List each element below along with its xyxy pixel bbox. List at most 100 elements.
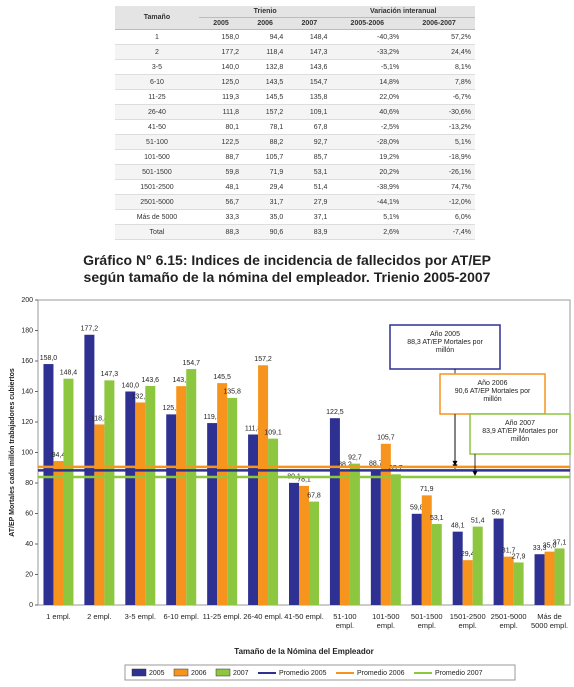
caption-line: según tamaño de la nómina del empleador.… (83, 269, 491, 285)
table-cell: 24,4% (403, 44, 475, 60)
bar (534, 554, 545, 605)
table-cell: 157,2 (243, 104, 288, 120)
bar (94, 424, 105, 605)
table-cell: 135,8 (287, 89, 332, 105)
bar (289, 482, 299, 605)
header-row: Tamaño Trienio Variación interanual (115, 6, 475, 30)
table-cell: 154,7 (287, 74, 332, 90)
bar (309, 501, 319, 605)
value-label: 53,1 (430, 515, 444, 522)
table-cell: 80,1 (198, 119, 244, 135)
x-tick-label: 11-25 empl. (202, 612, 242, 621)
table-cell: -28,0% (331, 134, 404, 150)
value-label: 118,4 (91, 415, 108, 422)
x-tick-label: 2501-5000 empl. (490, 612, 527, 630)
y-tick-label: 180 (21, 327, 33, 334)
table-cell: 26-40 (115, 104, 199, 120)
bar (207, 423, 218, 605)
y-tick-label: 40 (25, 541, 33, 548)
bar (411, 513, 422, 605)
annotation-body: 90,6 AT/EP Mortales por millón (455, 388, 531, 403)
value-label: 48,1 (451, 522, 465, 529)
table-cell: 51,4 (287, 179, 332, 195)
value-label: 59,8 (410, 505, 424, 512)
y-tick-label: 0 (29, 602, 33, 609)
value-label: 67,8 (307, 492, 321, 499)
legend-label: 2006 (191, 670, 207, 677)
bar (472, 526, 483, 605)
header-cell: 2006-2007 (403, 17, 475, 30)
legend-label: Promedio 2005 (279, 670, 327, 677)
value-label: 125,0 (162, 405, 180, 412)
table-cell: 67,8 (287, 119, 332, 135)
bar (176, 386, 187, 605)
table-cell: 111,8 (198, 104, 244, 120)
bar (186, 369, 197, 605)
header-row: 2005 2006 2007 2005-2006 2006-2007 (115, 17, 475, 30)
table-cell: 3-5 (115, 59, 199, 75)
table-row: 51-100 122,5 88,2 92,7 -28,0% 5,1% (115, 134, 475, 150)
table-cell: 2,6% (331, 224, 404, 240)
x-tick-label: 501-1500 empl. (410, 612, 443, 630)
bar (554, 548, 565, 605)
value-label: 71,9 (420, 486, 434, 493)
bar (145, 386, 156, 605)
table-row: 1501-2500 48,1 29,4 51,4 -38,9% 74,7% (115, 179, 475, 195)
table-cell: 59,8 (198, 164, 244, 180)
legend-label: Promedio 2006 (357, 670, 405, 677)
table-cell: -7,4% (403, 224, 475, 240)
table-row: 2 177,2 118,4 147,3 -33,2% 24,4% (115, 44, 475, 60)
table-cell: 118,4 (243, 44, 288, 60)
bar (135, 402, 146, 605)
table-cell: -12,0% (403, 194, 475, 210)
table-cell: 94,4 (243, 29, 288, 45)
bar (43, 364, 54, 605)
bar (493, 518, 504, 605)
y-tick-label: 60 (25, 510, 33, 517)
bar (217, 383, 228, 605)
value-label: 145,5 (213, 374, 231, 381)
y-tick-label: 160 (21, 358, 33, 365)
bar (299, 485, 309, 605)
annotation-box (469, 413, 571, 455)
x-tick-label: 6-10 empl. (163, 612, 199, 621)
value-label: 88,2 (338, 461, 352, 468)
header-cell: Tamaño (115, 6, 199, 30)
table-cell: 88,7 (198, 149, 244, 165)
table-cell: 143,5 (243, 74, 288, 90)
value-label: 177,2 (81, 326, 99, 333)
table-cell: -18,9% (403, 149, 475, 165)
table-cell: 27,9 (287, 194, 332, 210)
legend-label: Promedio 2007 (435, 670, 483, 677)
table-cell: 19,2% (331, 149, 404, 165)
annotation-body: 88,3 AT/EP Mortales por millón (407, 339, 483, 354)
table-cell: -6,7% (403, 89, 475, 105)
table-cell: Más de 5000 (115, 209, 199, 225)
bar (462, 560, 473, 605)
bar (431, 524, 442, 605)
table-cell: 33,3 (198, 209, 244, 225)
value-label: 56,7 (492, 509, 506, 516)
table-cell: 71,9 (243, 164, 288, 180)
header-cell: 2007 (287, 17, 332, 30)
y-tick-label: 80 (25, 480, 33, 487)
bar (349, 463, 360, 605)
table-cell: -30,6% (403, 104, 475, 120)
table-cell: 501-1500 (115, 164, 199, 180)
table-cell: 109,1 (287, 104, 332, 120)
x-tick-label: 26-40 empl. (243, 612, 283, 621)
bar (258, 365, 269, 605)
table-cell: 140,0 (198, 59, 244, 75)
table-cell: 6-10 (115, 74, 199, 90)
table-cell: 20,2% (331, 164, 404, 180)
table-cell: Total (115, 224, 199, 240)
table-cell: 22,0% (331, 89, 404, 105)
annotation-title: Año 2006 (478, 380, 508, 387)
bar (166, 414, 177, 605)
table-cell: 92,7 (287, 134, 332, 150)
legend-swatch (173, 668, 189, 677)
legend-swatch (215, 668, 231, 677)
table-cell: 14,8% (331, 74, 404, 90)
